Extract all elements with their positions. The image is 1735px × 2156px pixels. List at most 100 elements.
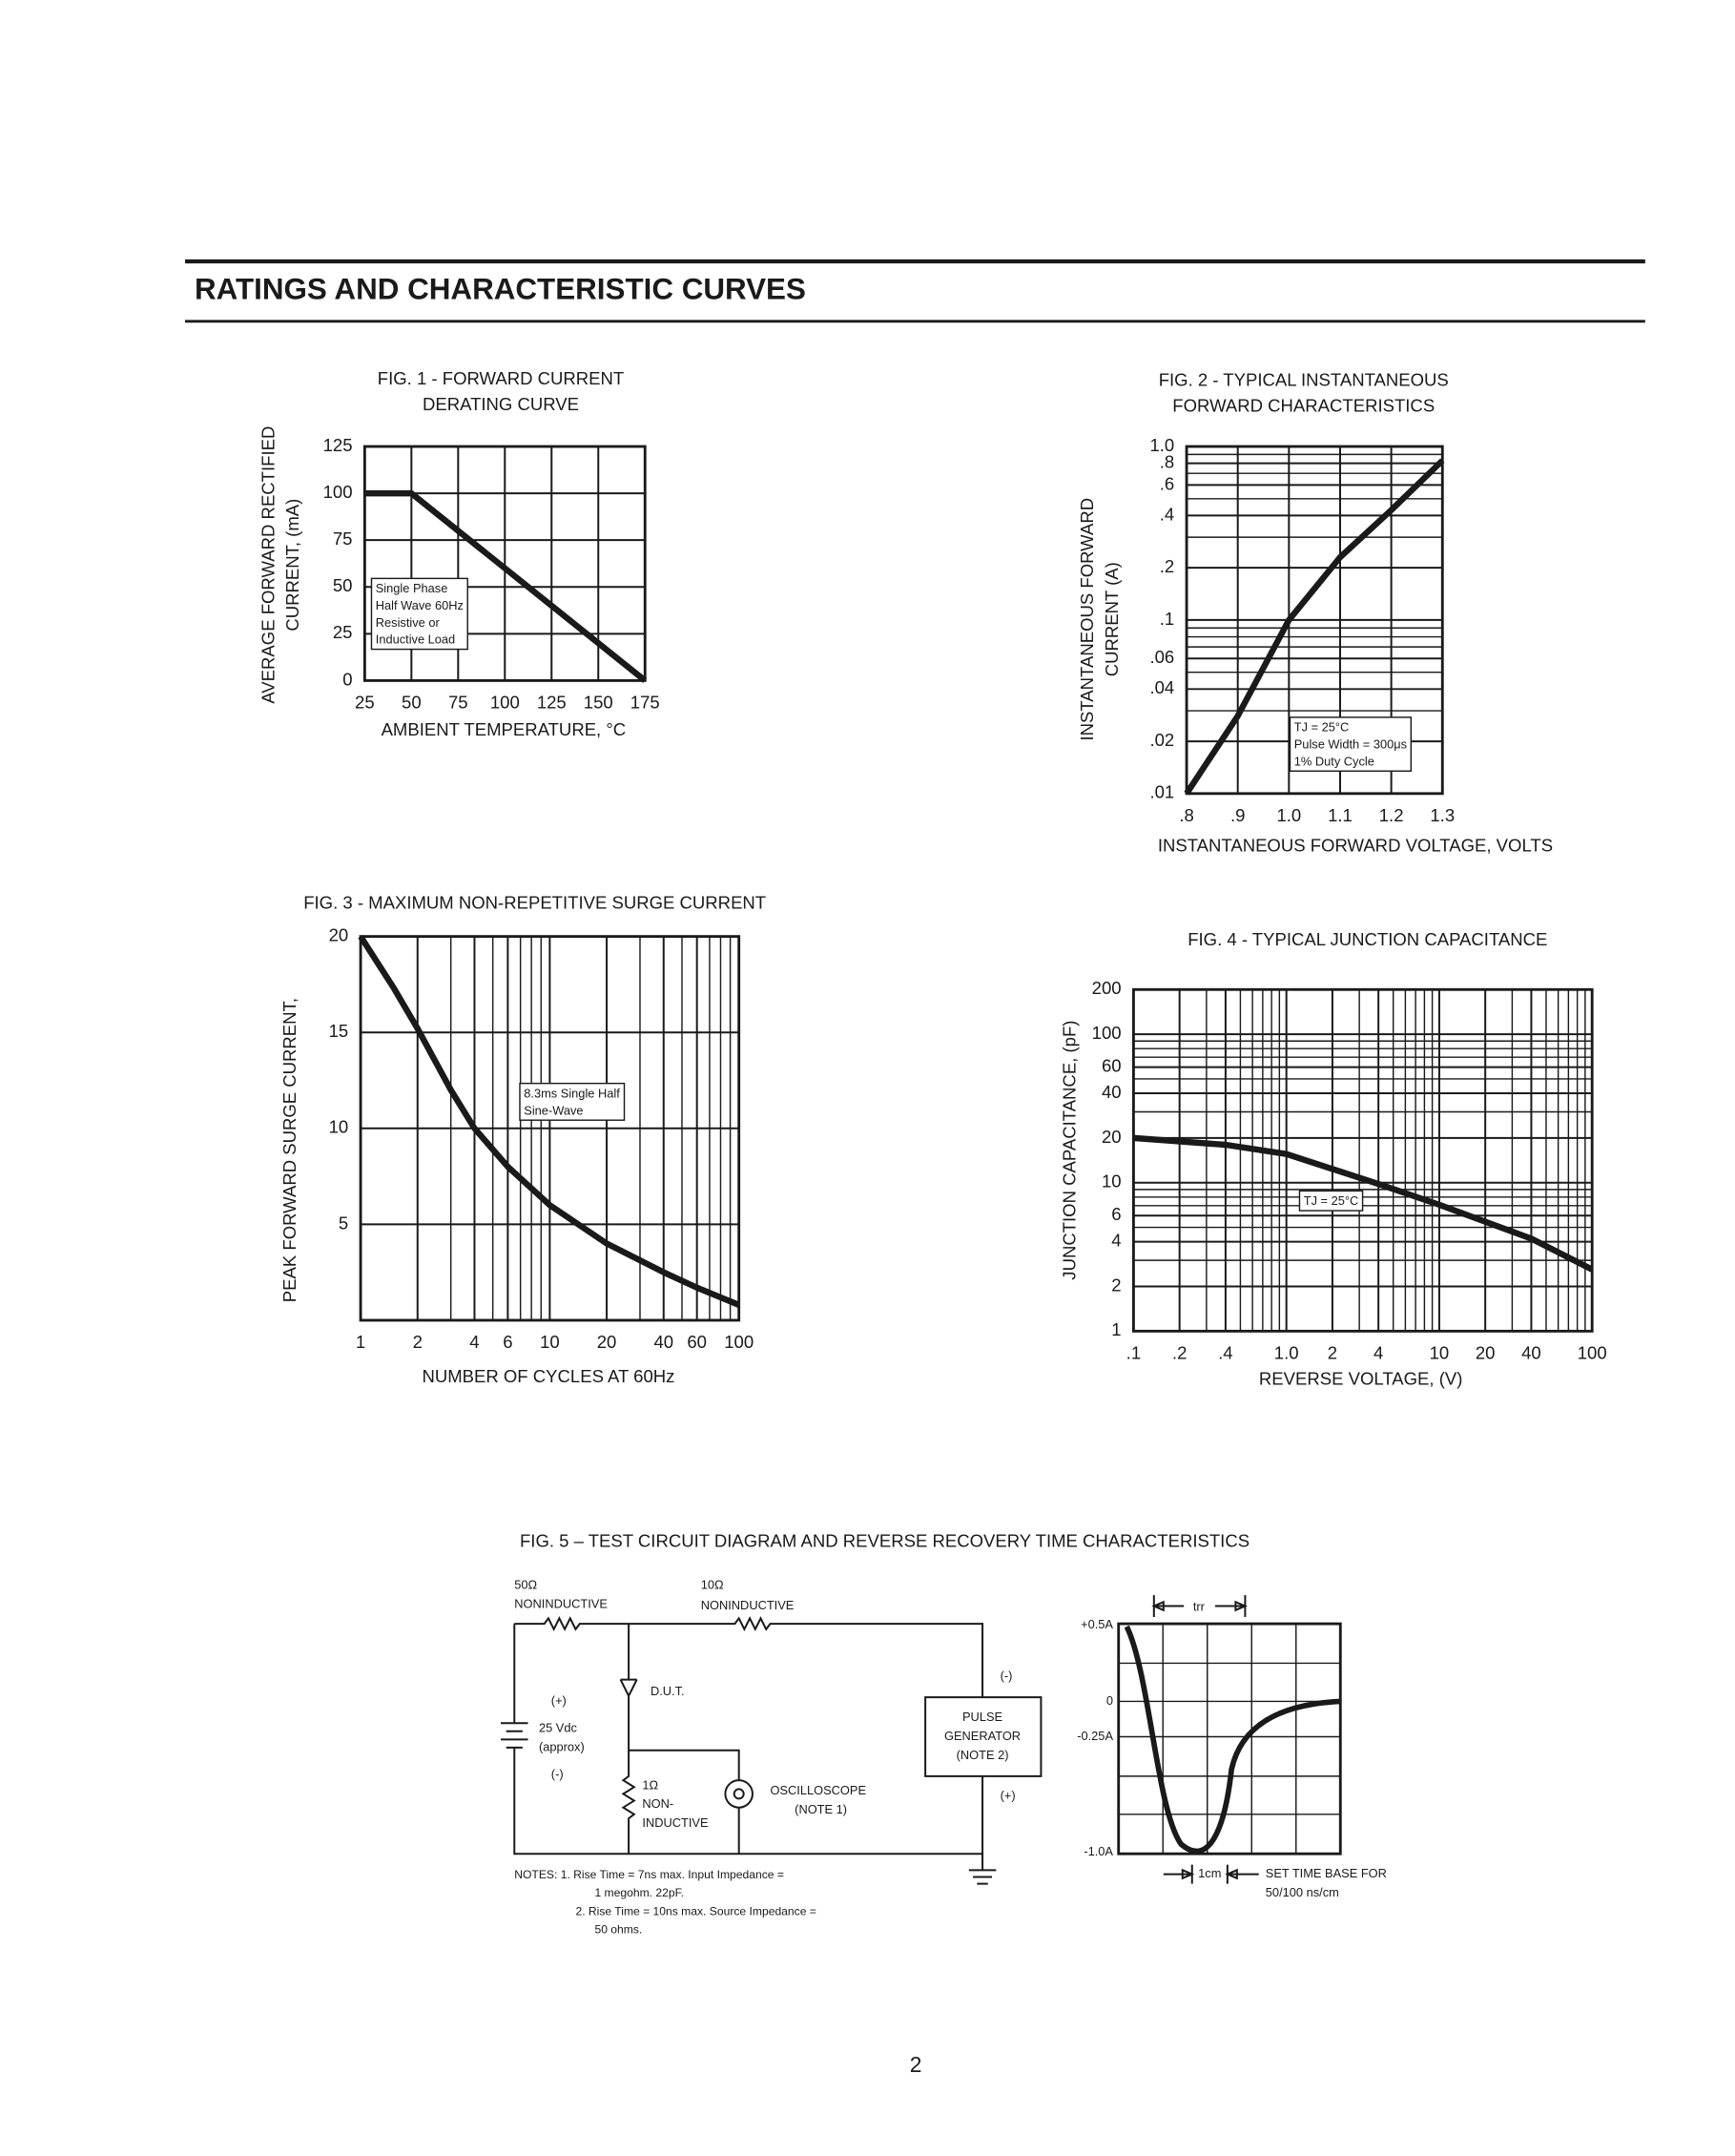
circuit-label: D.U.T. bbox=[651, 1684, 685, 1698]
plot-frame bbox=[1131, 987, 1594, 1333]
y-tick-label: 20 bbox=[329, 925, 349, 945]
y-tick-label: 1.0 bbox=[1149, 435, 1174, 455]
circuit-label: 1Ω bbox=[642, 1777, 658, 1792]
y-tick-label: 25 bbox=[333, 622, 353, 642]
annotation-text: 8.3ms Single Half bbox=[524, 1087, 620, 1101]
curve bbox=[364, 489, 648, 683]
annotation-background bbox=[519, 1082, 626, 1121]
y-tick-label: .1 bbox=[1160, 609, 1174, 629]
x-tick-label: 1.1 bbox=[1328, 805, 1353, 825]
x-tick-label: 10 bbox=[540, 1332, 560, 1352]
y-tick-label: 100 bbox=[1092, 1023, 1122, 1043]
y-tick-label: .2 bbox=[1160, 556, 1174, 576]
x-tick-label: 20 bbox=[597, 1332, 617, 1352]
y-tick-label: 60 bbox=[1102, 1056, 1122, 1076]
x-tick-label: 100 bbox=[1578, 1343, 1607, 1363]
note: 50 ohms. bbox=[594, 1922, 642, 1936]
y-tick-label: 5 bbox=[339, 1213, 348, 1233]
plot-frame bbox=[362, 445, 647, 682]
y-axis-label: JUNCTION CAPACITANCE, (pF) bbox=[1060, 1021, 1080, 1280]
x-axis-label: AMBIENT TEMPERATURE, °C bbox=[382, 719, 627, 739]
x-tick-label: 40 bbox=[1521, 1343, 1541, 1363]
oscilloscope-symbol bbox=[724, 1779, 754, 1809]
y-axis-label: CURRENT, (mA) bbox=[282, 499, 302, 632]
chart: FIG. 2 - TYPICAL INSTANTANEOUS FORWARD CH… bbox=[1077, 369, 1553, 855]
x-tick-label: 1.0 bbox=[1276, 805, 1301, 825]
chart-title: FIG. 3 - MAXIMUM NON-REPETITIVE SURGE CU… bbox=[303, 892, 766, 912]
y-tick-label: 40 bbox=[1102, 1082, 1122, 1102]
x-tick-label: 1.0 bbox=[1274, 1343, 1299, 1363]
x-axis-label: INSTANTANEOUS FORWARD VOLTAGE, VOLTS bbox=[1158, 835, 1553, 855]
note: 2. Rise Time = 10ns max. Source Impedanc… bbox=[575, 1905, 816, 1918]
note: 1 megohm. 22pF. bbox=[594, 1886, 684, 1899]
waveform-level: +0.5A bbox=[1081, 1617, 1113, 1631]
x-tick-label: 40 bbox=[653, 1332, 673, 1352]
x-tick-label: 100 bbox=[490, 693, 520, 713]
circuit-label: (NOTE 1) bbox=[795, 1802, 847, 1816]
annotation-background bbox=[1289, 716, 1413, 772]
y-axis-label: INSTANTANEOUS FORWARD bbox=[1077, 498, 1097, 741]
y-tick-label: .4 bbox=[1160, 504, 1174, 524]
waveform: +0.5A 0 -0.25A -1.0A trr 1cm SET TIME BA… bbox=[1077, 1595, 1387, 1899]
curve bbox=[358, 934, 740, 1308]
circuit-label: NONINDUCTIVE bbox=[514, 1597, 608, 1611]
y-axis-label: PEAK FORWARD SURGE CURRENT, bbox=[279, 998, 299, 1302]
x-tick-label: 1 bbox=[356, 1332, 365, 1352]
x-tick-label: .4 bbox=[1218, 1343, 1232, 1363]
y-tick-label: 1 bbox=[1111, 1319, 1121, 1339]
circuit-label: NON- bbox=[642, 1796, 673, 1811]
x-tick-label: 10 bbox=[1430, 1343, 1450, 1363]
y-tick-label: .06 bbox=[1149, 647, 1174, 667]
y-tick-label: 2 bbox=[1111, 1275, 1121, 1295]
x-tick-label: 100 bbox=[724, 1332, 754, 1352]
waveform-curve bbox=[1124, 1625, 1341, 1855]
annotation-text: Half Wave 60Hz bbox=[376, 598, 464, 612]
annotation-text: Resistive or bbox=[376, 615, 441, 630]
plot-frame bbox=[1185, 445, 1444, 796]
ground bbox=[968, 1854, 997, 1885]
circuit-label: GENERATOR bbox=[944, 1729, 1021, 1743]
curve bbox=[1133, 1134, 1594, 1273]
page-number: 2 bbox=[910, 2052, 922, 2077]
annotation: 8.3ms Single Half Sine-Wave bbox=[519, 1082, 626, 1121]
annotation-text: 1% Duty Cycle bbox=[1294, 754, 1374, 768]
circuit-label: 50Ω bbox=[514, 1578, 537, 1592]
x-tick-label: 4 bbox=[469, 1332, 479, 1352]
timebase-label: SET TIME BASE FOR bbox=[1266, 1866, 1387, 1880]
y-tick-label: 100 bbox=[323, 482, 353, 502]
y-axis-label: CURRENT (A) bbox=[1102, 562, 1122, 676]
y-tick-label: .8 bbox=[1160, 452, 1174, 472]
chart: FIG. 1 - FORWARD CURRENT DERATING CURVE AV… bbox=[258, 368, 659, 739]
x-tick-label: 4 bbox=[1374, 1343, 1383, 1363]
chart-title: FIG. 4 - TYPICAL JUNCTION CAPACITANCE bbox=[1188, 929, 1547, 949]
annotation-text: Single Phase bbox=[376, 581, 448, 595]
x-tick-label: 175 bbox=[630, 693, 660, 713]
chart: FIG. 3 - MAXIMUM NON-REPETITIVE SURGE CU… bbox=[279, 892, 766, 1385]
circuit-label: (+) bbox=[551, 1693, 567, 1708]
trr-arrow bbox=[1151, 1595, 1248, 1617]
annotation-background bbox=[370, 577, 468, 651]
circuit-label: 25 Vdc bbox=[539, 1720, 578, 1734]
annotation-text: Pulse Width = 300μs bbox=[1294, 737, 1407, 752]
header-title: RATINGS AND CHARACTERISTIC CURVES bbox=[195, 273, 806, 306]
circuit-label: OSCILLOSCOPE bbox=[770, 1783, 866, 1797]
x-tick-label: 2 bbox=[413, 1332, 423, 1352]
charts: FIG. 1 - FORWARD CURRENT DERATING CURVE AV… bbox=[258, 368, 1606, 1389]
curve bbox=[1184, 458, 1445, 796]
annotation: TJ = 25°C Pulse Width = 300μs 1% Duty Cycl… bbox=[1289, 716, 1413, 772]
waveform-level: 0 bbox=[1106, 1693, 1113, 1708]
y-tick-label: .02 bbox=[1149, 730, 1174, 750]
x-tick-label: 75 bbox=[448, 693, 468, 713]
chart-title: FIG. 1 - FORWARD CURRENT bbox=[378, 368, 624, 388]
notes: NOTES: 1. Rise Time = 7ns max. Input Imp… bbox=[514, 1868, 816, 1936]
timebase-label: 50/100 ns/cm bbox=[1266, 1885, 1339, 1899]
y-tick-label: 0 bbox=[342, 669, 352, 689]
wire bbox=[619, 1624, 638, 1855]
trr-label: trr bbox=[1193, 1599, 1206, 1613]
y-tick-label: 20 bbox=[1102, 1127, 1122, 1147]
annotation: TJ = 25°C bbox=[1298, 1190, 1364, 1212]
x-axis-label: REVERSE VOLTAGE, (V) bbox=[1259, 1369, 1463, 1389]
x-tick-label: 150 bbox=[584, 693, 613, 713]
